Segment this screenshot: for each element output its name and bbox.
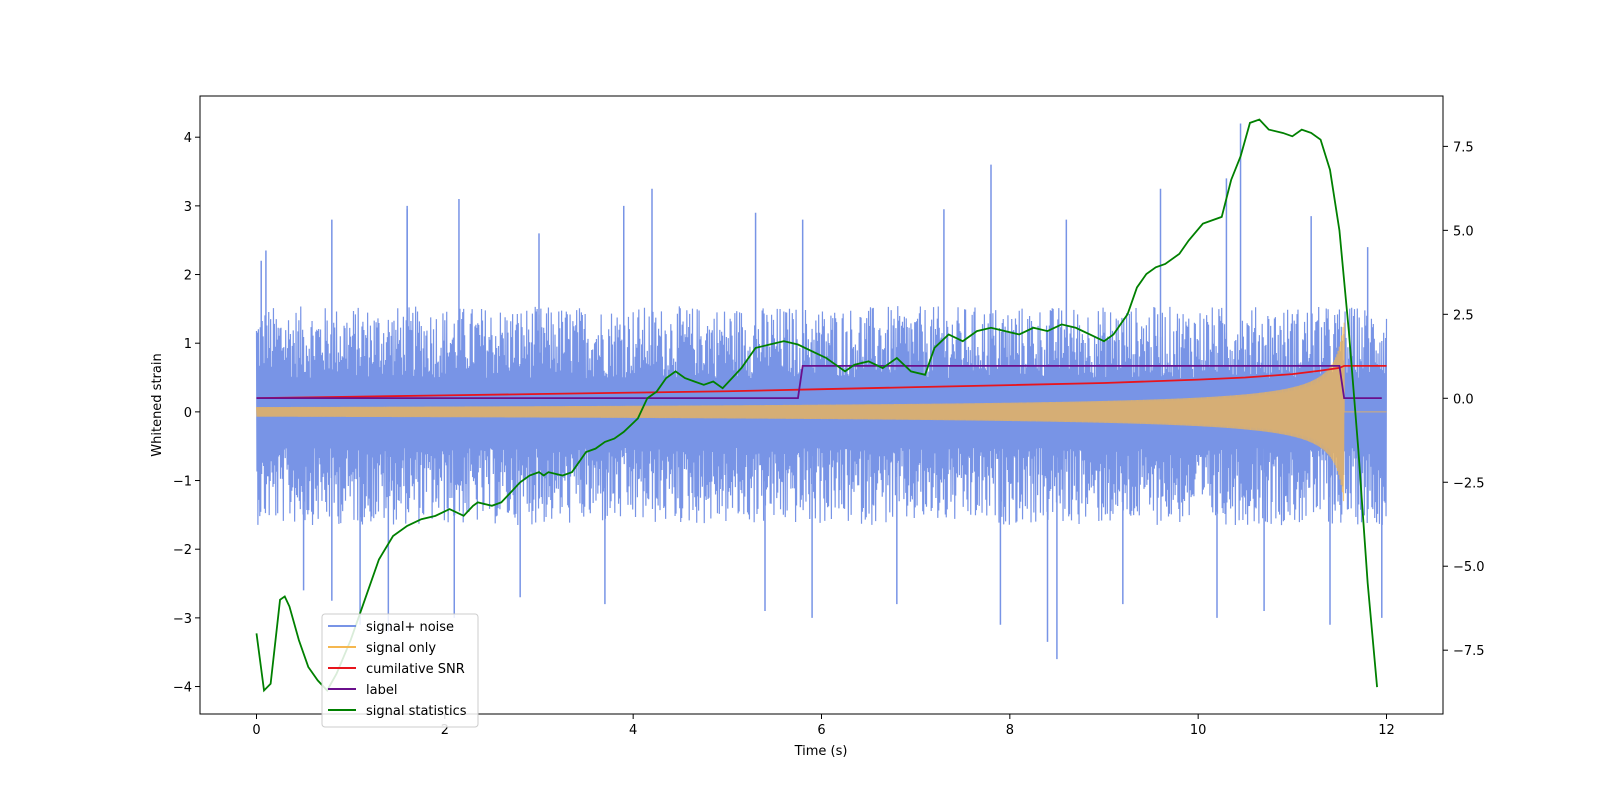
y-tick-label: 3: [184, 200, 192, 215]
x-tick-label: 10: [1190, 723, 1207, 738]
legend-label: signal+ noise: [366, 620, 454, 635]
x-axis: 0 2 4 6 8 10 12: [252, 714, 1395, 738]
series-label-line: [256, 364, 1382, 400]
y-tick-label: 1: [184, 337, 192, 352]
y-axis-right: −7.5 −5.0 −2.5 0.0 2.5 5.0 7.5: [1443, 140, 1485, 659]
series-cumilative-snr-line: [256, 364, 1387, 400]
legend-label: signal only: [366, 641, 436, 656]
x-tick-label: 12: [1378, 723, 1395, 738]
y-tick-label: −1: [173, 475, 192, 490]
x-tick-label: 2: [441, 723, 449, 738]
y-tick-label: −4: [173, 681, 192, 696]
y2-tick-label: 7.5: [1453, 140, 1474, 155]
legend-label: label: [366, 683, 397, 698]
y2-tick-label: 2.5: [1453, 308, 1474, 323]
y2-tick-label: 5.0: [1453, 224, 1474, 239]
x-tick-label: 4: [629, 723, 637, 738]
y-tick-label: −2: [173, 543, 192, 558]
y2-tick-label: −2.5: [1453, 476, 1485, 491]
x-tick-label: 0: [252, 723, 260, 738]
y2-tick-label: −5.0: [1453, 560, 1485, 575]
plot-area: [255, 118, 1388, 693]
legend-label: cumilative SNR: [366, 662, 465, 677]
series-signal-only-line: [255, 322, 1387, 502]
legend: signal+ noise signal only cumilative SNR la…: [321, 613, 479, 728]
series-signal-statistics-line: [255, 118, 1378, 693]
y-tick-label: 2: [184, 269, 192, 284]
y-tick-label: −3: [173, 612, 192, 627]
series-signal-noise-line: [255, 306, 1388, 526]
legend-box: [321, 613, 479, 728]
x-axis-label: Time (s): [794, 744, 848, 759]
y-axis-left: −4 −3 −2 −1 0 1 2 3 4: [173, 131, 200, 696]
y2-tick-label: 0.0: [1453, 392, 1474, 407]
x-tick-label: 8: [1006, 723, 1014, 738]
y-tick-label: 0: [184, 406, 192, 421]
legend-label: signal statistics: [366, 704, 467, 719]
y-tick-label: 4: [184, 131, 192, 146]
x-tick-label: 6: [817, 723, 825, 738]
y-axis-label: Whitened strain: [150, 353, 165, 456]
y2-tick-label: −7.5: [1453, 644, 1485, 659]
